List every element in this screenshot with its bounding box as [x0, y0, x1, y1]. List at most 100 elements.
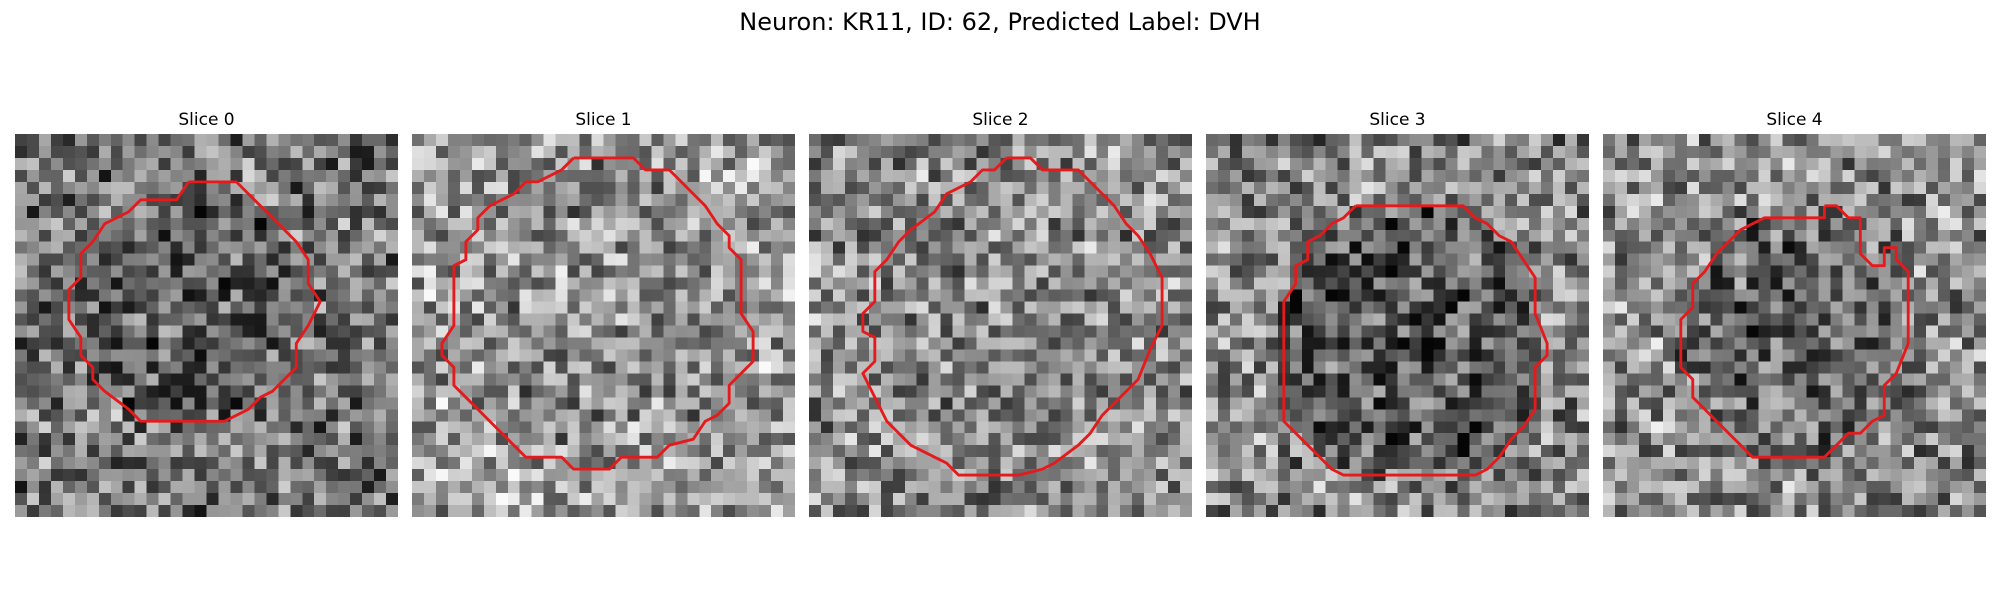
pixel: [627, 181, 640, 195]
pixel: [615, 301, 628, 314]
pixel: [1541, 241, 1554, 254]
pixel: [1866, 229, 1879, 242]
pixel: [1818, 433, 1831, 446]
pixel: [1517, 157, 1530, 171]
pixel: [1325, 289, 1338, 302]
pixel: [663, 325, 676, 338]
pixel: [543, 193, 556, 207]
pixel: [98, 265, 111, 278]
pixel: [110, 241, 123, 254]
pixel: [1325, 493, 1338, 506]
pixel: [254, 481, 267, 494]
pixel: [1770, 349, 1783, 362]
pixel: [1469, 457, 1482, 470]
pixel: [940, 157, 953, 171]
pixel: [1072, 265, 1085, 278]
pixel: [639, 385, 652, 398]
pixel: [1806, 265, 1819, 278]
pixel: [1229, 301, 1243, 314]
pixel: [1553, 229, 1566, 242]
pixel: [1349, 385, 1362, 398]
pixel: [579, 337, 592, 350]
pixel: [1253, 325, 1267, 338]
pixel: [1686, 229, 1699, 242]
pixel: [326, 289, 339, 302]
pixel: [495, 289, 508, 302]
pixel: [1878, 157, 1891, 171]
pixel: [940, 205, 953, 219]
pixel: [1770, 433, 1783, 446]
pixel: [1854, 181, 1867, 195]
pixel: [242, 169, 255, 183]
pixel: [916, 409, 929, 422]
pixel: [1842, 409, 1855, 422]
pixel: [1938, 445, 1951, 458]
pixel: [1914, 337, 1927, 350]
pixel: [976, 145, 989, 159]
pixel: [1048, 253, 1061, 266]
pixel: [711, 277, 724, 290]
pixel: [1662, 337, 1676, 350]
pixel: [675, 409, 688, 422]
pixel: [916, 481, 929, 494]
pixel: [940, 445, 953, 458]
pixel: [1265, 157, 1279, 171]
pixel: [1517, 277, 1530, 290]
pixel: [1120, 277, 1133, 290]
pixel: [38, 373, 52, 386]
pixel: [1926, 325, 1939, 338]
pixel: [1180, 469, 1192, 482]
pixel: [1048, 169, 1061, 183]
pixel: [1132, 289, 1145, 302]
pixel: [1457, 145, 1470, 159]
pixel: [1120, 337, 1133, 350]
pixel: [1373, 325, 1386, 338]
pixel: [1024, 181, 1037, 195]
pixel: [832, 481, 846, 494]
pixel: [1914, 361, 1927, 374]
pixel: [1710, 157, 1723, 171]
pixel: [591, 277, 604, 290]
pixel: [952, 325, 965, 338]
pixel: [26, 493, 40, 506]
pixel: [916, 181, 929, 195]
pixel: [254, 253, 267, 266]
pixel: [1614, 445, 1628, 458]
pixel: [170, 349, 183, 362]
pixel: [254, 145, 267, 159]
pixel: [1626, 253, 1640, 266]
pixel: [1603, 229, 1616, 242]
pixel: [314, 145, 327, 159]
pixel: [1481, 397, 1494, 410]
pixel: [338, 433, 351, 446]
pixel: [1686, 181, 1699, 195]
pixel: [916, 457, 929, 470]
pixel: [1529, 325, 1542, 338]
pixel: [1144, 493, 1157, 506]
pixel: [1060, 205, 1073, 219]
pixel: [1493, 397, 1506, 410]
pixel: [134, 265, 147, 278]
pixel: [892, 205, 905, 219]
pixel: [1830, 157, 1843, 171]
pixel: [38, 217, 52, 230]
pixel: [170, 289, 183, 302]
pixel: [218, 145, 231, 159]
pixel: [1878, 193, 1891, 207]
pixel: [519, 301, 532, 314]
pixel: [326, 445, 339, 458]
pixel: [1385, 361, 1398, 374]
pixel: [880, 469, 894, 482]
pixel: [771, 241, 784, 254]
pixel: [868, 241, 882, 254]
pixel: [1890, 325, 1903, 338]
pixel: [1890, 313, 1903, 326]
pixel: [627, 337, 640, 350]
pixel: [1854, 397, 1867, 410]
pixel: [1144, 181, 1157, 195]
pixel: [1445, 481, 1458, 494]
pixel: [38, 493, 52, 506]
pixel: [615, 134, 628, 147]
pixel: [1866, 337, 1879, 350]
pixel: [1229, 229, 1243, 242]
